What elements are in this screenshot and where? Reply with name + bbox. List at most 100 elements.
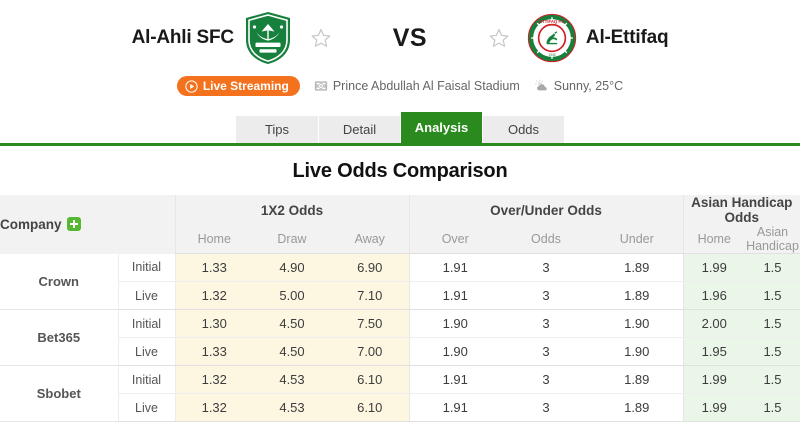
col-header-1x2-away: Away	[331, 225, 409, 254]
play-circle-icon	[185, 79, 198, 93]
cell-ou-over: 1.90	[408, 309, 501, 338]
cell-ah-home: 2.00	[682, 309, 745, 338]
table-row[interactable]: Crown Initial 1.33 4.90 6.90 1.91 3 1.89…	[0, 253, 800, 310]
tab-tips[interactable]: Tips	[236, 116, 318, 143]
odds-table-body: Crown Initial 1.33 4.90 6.90 1.91 3 1.89…	[0, 253, 800, 422]
cell-ah-line: 1.5	[745, 337, 800, 366]
odds-comparison-table: Company 1X2 Odds Over/Under Odds Asian H…	[0, 195, 800, 422]
table-row[interactable]: Live 1.33 4.50 7.00 1.90 3 1.90 1.95 1.5	[0, 337, 800, 366]
weather-info: Sunny, 25°C	[534, 79, 623, 93]
cell-ou-under: 1.89	[591, 253, 683, 282]
company-header-label: Company	[0, 216, 62, 232]
odds-table-head: Company 1X2 Odds Over/Under Odds Asian H…	[0, 195, 800, 254]
weather-text: Sunny, 25°C	[553, 79, 624, 93]
cell-ah-home: 1.96	[682, 281, 745, 310]
cell-1x2-home: 1.33	[174, 337, 253, 366]
green-plus-icon[interactable]	[66, 216, 81, 231]
company-name-crown[interactable]: Crown	[0, 253, 119, 310]
cell-ah-line: 1.5	[745, 281, 800, 310]
tab-bar: Tips Detail Analysis Odds	[0, 110, 800, 143]
company-name-sbobet[interactable]: Sbobet	[0, 365, 119, 422]
cell-ou-over: 1.91	[408, 365, 501, 394]
phase-label: Initial	[118, 253, 176, 282]
phase-label: Initial	[118, 365, 176, 394]
col-header-1x2-draw: Draw	[253, 225, 331, 254]
cell-1x2-home: 1.32	[174, 281, 253, 310]
svg-text:ETTIFAQ F.C: ETTIFAQ F.C	[539, 19, 565, 24]
al-ettifaq-circle-crest-icon: ETTIFAQ F.C 1945	[527, 13, 577, 63]
match-meta-row: Live Streaming Prince Abdullah Al Faisal…	[0, 76, 800, 96]
col-header-ah-home: Home	[682, 225, 745, 254]
cell-ou-under: 1.89	[591, 281, 683, 310]
stadium-icon	[314, 81, 327, 91]
cell-ah-home: 1.95	[682, 337, 745, 366]
company-name-bet365[interactable]: Bet365	[0, 309, 119, 366]
table-row[interactable]: Bet365 Initial 1.30 4.50 7.50 1.90 3 1.9…	[0, 309, 800, 366]
cell-1x2-away: 6.10	[331, 365, 409, 394]
group-header-asian-handicap: Asian Handicap Odds	[682, 195, 800, 225]
cell-ou-odds: 3	[501, 309, 591, 338]
cell-ah-home: 1.99	[682, 253, 745, 282]
col-header-ou-odds: Odds	[501, 225, 591, 254]
phase-label: Initial	[118, 309, 176, 338]
live-streaming-button[interactable]: Live Streaming	[176, 76, 300, 96]
col-header-1x2-home: Home	[174, 225, 253, 254]
stadium-name: Prince Abdullah Al Faisal Stadium	[332, 79, 520, 93]
table-row[interactable]: Sbobet Initial 1.32 4.53 6.10 1.91 3 1.8…	[0, 365, 800, 422]
sun-cloud-icon	[534, 79, 547, 91]
svg-text:1945: 1945	[548, 53, 555, 57]
cell-ou-odds: 3	[501, 337, 591, 366]
tab-odds[interactable]: Odds	[482, 116, 564, 143]
match-header: Al-Ahli SFC	[0, 0, 800, 110]
cell-1x2-draw: 4.50	[253, 309, 331, 338]
cell-1x2-away: 7.00	[331, 337, 409, 366]
page-title: Live Odds Comparison	[292, 160, 508, 182]
cell-ah-line: 1.5	[745, 253, 800, 282]
cell-ah-line: 1.5	[745, 365, 800, 394]
cell-ou-under: 1.89	[591, 393, 683, 422]
table-row[interactable]: Live 1.32 5.00 7.10 1.91 3 1.89 1.96 1.5	[0, 281, 800, 310]
star-outline-icon[interactable]	[488, 27, 510, 49]
cell-1x2-draw: 4.53	[253, 365, 331, 394]
tab-analysis[interactable]: Analysis	[400, 112, 482, 143]
away-team[interactable]: ETTIFAQ F.C 1945 Al-Ettifaq	[480, 10, 669, 66]
cell-1x2-away: 7.50	[331, 309, 409, 338]
cell-ou-under: 1.90	[591, 337, 683, 366]
star-outline-icon[interactable]	[310, 27, 332, 49]
al-ahli-shield-crest-icon	[245, 12, 290, 64]
tab-detail[interactable]: Detail	[318, 116, 400, 143]
company-header[interactable]: Company	[0, 195, 118, 254]
col-header-ou-under: Under	[591, 225, 683, 254]
cell-1x2-home: 1.30	[174, 309, 253, 338]
cell-1x2-draw: 5.00	[253, 281, 331, 310]
cell-ou-under: 1.89	[591, 365, 683, 394]
cell-ah-home: 1.99	[682, 393, 745, 422]
cell-ou-odds: 3	[501, 393, 591, 422]
home-team[interactable]: Al-Ahli SFC	[132, 10, 340, 66]
cell-1x2-draw: 4.53	[253, 393, 331, 422]
cell-1x2-draw: 4.50	[253, 337, 331, 366]
col-header-ou-over: Over	[408, 225, 501, 254]
phase-label: Live	[118, 337, 176, 366]
phase-header-spacer	[118, 195, 175, 254]
stadium-info: Prince Abdullah Al Faisal Stadium	[314, 79, 520, 93]
phase-label: Live	[118, 281, 176, 310]
cell-ou-odds: 3	[501, 253, 591, 282]
cell-1x2-away: 6.10	[331, 393, 409, 422]
col-header-ah-line: Asian Handicap	[745, 225, 800, 254]
cell-ah-line: 1.5	[745, 309, 800, 338]
table-row[interactable]: Live 1.32 4.53 6.10 1.91 3 1.89 1.99 1.5	[0, 393, 800, 422]
versus-label: VS	[392, 23, 428, 52]
cell-ou-under: 1.90	[591, 309, 683, 338]
away-team-name: Al-Ettifaq	[585, 27, 669, 48]
cell-1x2-home: 1.33	[174, 253, 253, 282]
cell-1x2-home: 1.32	[174, 393, 253, 422]
cell-ou-odds: 3	[501, 281, 591, 310]
teams-row: Al-Ahli SFC	[0, 0, 800, 74]
cell-ou-over: 1.91	[408, 393, 501, 422]
phase-label: Live	[118, 393, 176, 422]
cell-1x2-draw: 4.90	[253, 253, 331, 282]
cell-ou-over: 1.90	[408, 337, 501, 366]
group-header-1x2: 1X2 Odds	[174, 195, 409, 225]
